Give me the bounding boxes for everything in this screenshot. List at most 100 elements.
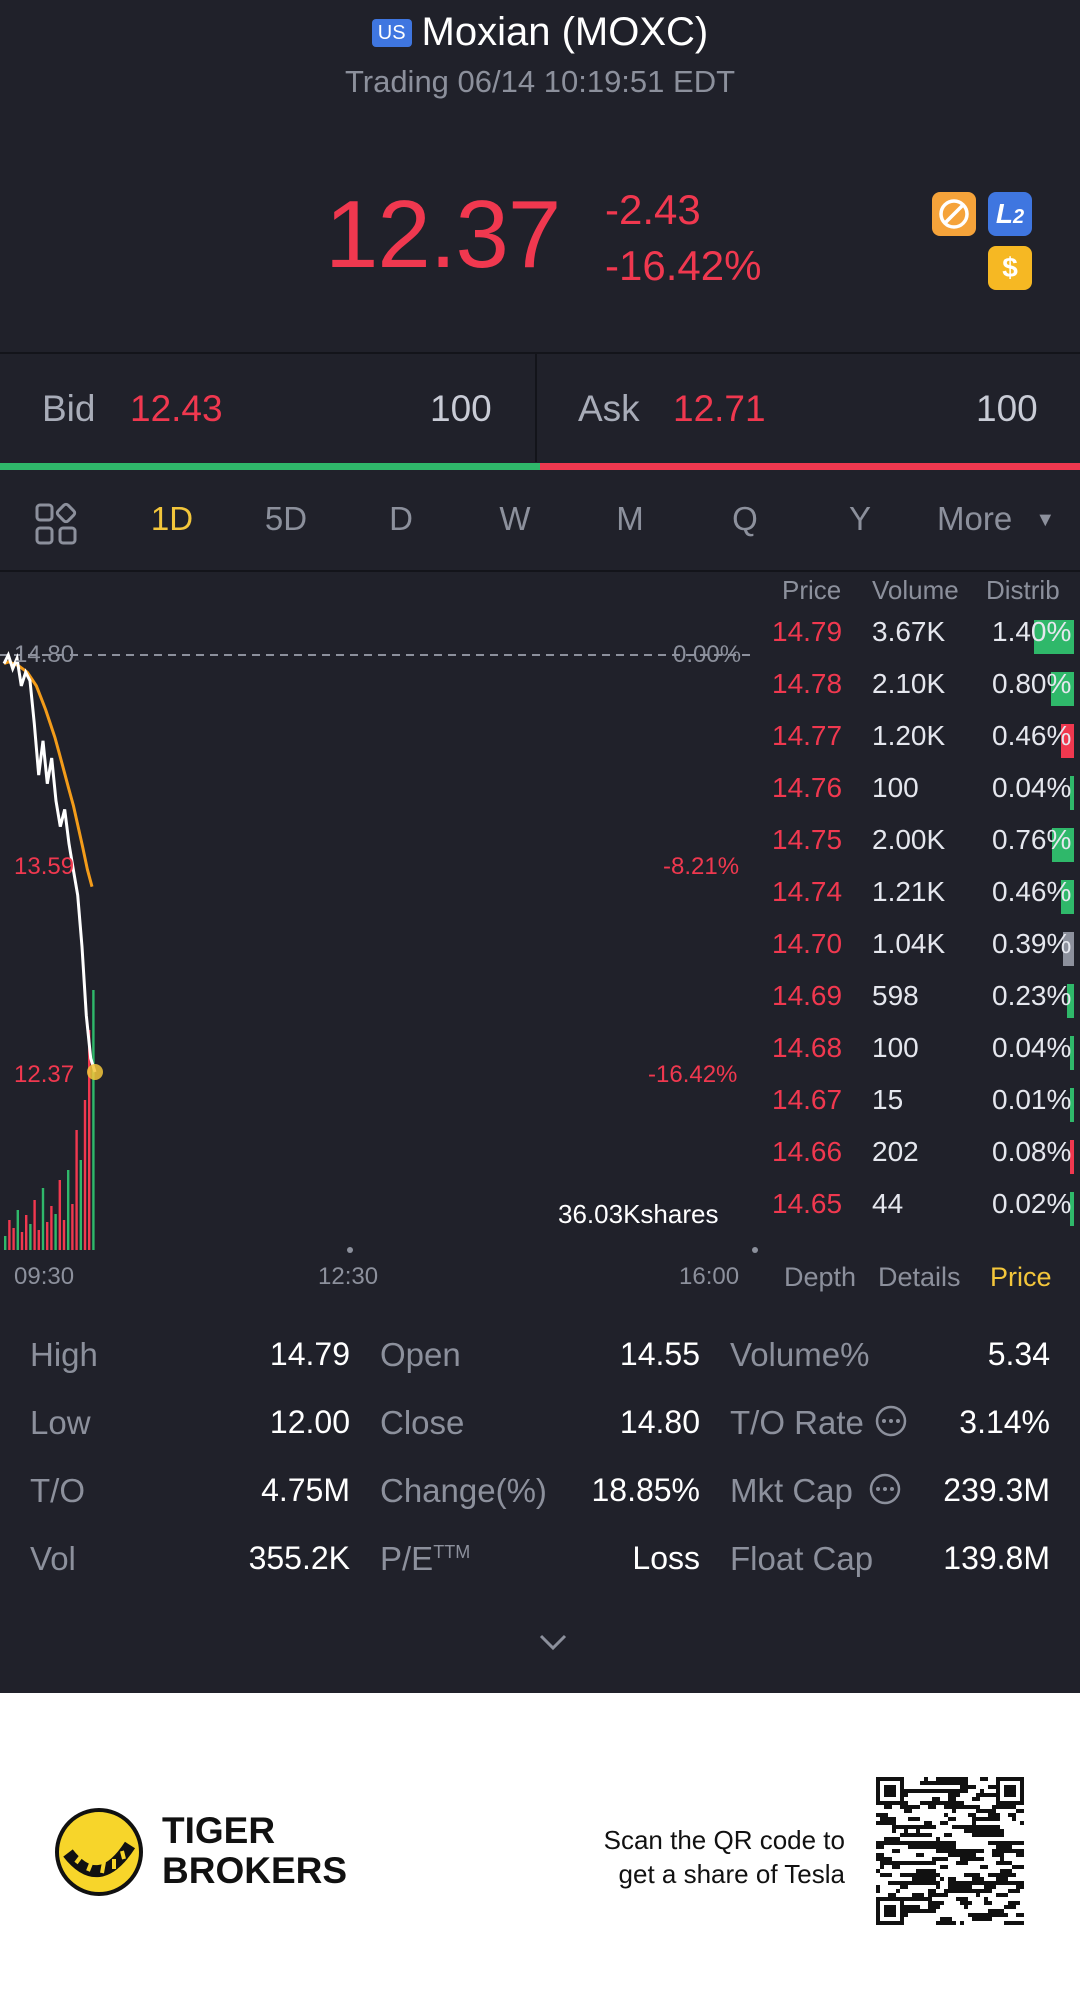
last-price-label: 12.37 [14, 1061, 75, 1088]
col-header-distrib: Distrib [986, 575, 1060, 605]
volume-bar [67, 1170, 70, 1250]
price-volume-table[interactable]: 14.79 3.67K 1.40% 14.78 2.10K 0.80% 14.77 1.20K… [770, 616, 1080, 1256]
change-pct-value: 18.85% [591, 1472, 700, 1508]
row-distrib: 0.01% [992, 1084, 1072, 1115]
row-distrib: 0.39% [992, 928, 1072, 959]
row-volume: 15 [872, 1084, 904, 1115]
price-row: 14.70 1.04K 0.39% [770, 928, 1080, 980]
intraday-chart[interactable]: 14.80 0.00% 13.59 -8.21% 12.37 -16.42% 3… [0, 575, 760, 1290]
col-header-price: Price [782, 575, 842, 605]
ask-size: 100 [976, 388, 1038, 429]
volume-bar [62, 1220, 66, 1250]
tab-1d[interactable]: 1D [150, 500, 194, 537]
level2-icon[interactable]: L2 [988, 192, 1032, 236]
subtab-price[interactable]: Price [990, 1262, 1052, 1292]
row-volume: 2.10K [872, 668, 946, 699]
turnover-rate-label-text: T/O Rate [730, 1404, 864, 1441]
tab-q[interactable]: Q [732, 500, 758, 537]
open-value: 14.55 [619, 1336, 700, 1372]
row-price: 14.67 [772, 1084, 843, 1115]
volume-bar [88, 1030, 91, 1250]
row-price: 14.76 [772, 772, 843, 803]
volume-bar [8, 1220, 11, 1250]
open-label: Open [380, 1336, 461, 1373]
turnover-value: 4.75M [261, 1472, 350, 1508]
time-label-mid: 12:30 [318, 1263, 379, 1290]
layout-grid-icon[interactable] [34, 502, 78, 551]
float-cap-label: Float Cap [730, 1540, 874, 1577]
volume-bar [54, 1214, 57, 1250]
bid-ratio-fill [0, 463, 540, 470]
volume-bar [75, 1130, 78, 1250]
price-row: 14.68 100 0.04% [770, 1032, 1080, 1084]
distrib-bar [1034, 620, 1074, 654]
row-distrib: 1.40% [992, 616, 1072, 647]
tab-d[interactable]: D [389, 500, 413, 537]
row-volume: 598 [872, 980, 919, 1011]
tab-y[interactable]: Y [848, 500, 871, 537]
row-volume: 1.04K [872, 928, 946, 959]
distrib-bar [1060, 880, 1074, 914]
dollar-icon[interactable]: $ [988, 246, 1032, 290]
bid-ask-panel: Bid 12.43 100 Ask 12.71 100 [0, 352, 1080, 462]
trading-status: Trading 06/14 10:19:51 EDT [344, 64, 736, 99]
tab-w[interactable]: W [499, 500, 531, 537]
volume-bar [20, 1232, 24, 1250]
volume-pct-value: 5.34 [987, 1336, 1050, 1372]
info-icon[interactable] [868, 1472, 902, 1511]
bid-price: 12.43 [130, 388, 223, 429]
distrib-bar [1060, 724, 1074, 758]
price-change: -2.43 [605, 186, 701, 233]
time-tick [752, 1247, 758, 1253]
turnover-rate-value: 3.14% [959, 1404, 1050, 1440]
tab-5d[interactable]: 5D [264, 500, 308, 537]
row-volume: 1.20K [872, 720, 946, 751]
volume-bar [37, 1230, 40, 1250]
volume-bar [92, 990, 95, 1250]
qr-code-icon[interactable] [876, 1777, 1024, 1930]
tiger-logo-icon [54, 1807, 144, 1902]
tab-more[interactable]: More ▼ [937, 500, 1055, 538]
row-volume: 100 [872, 772, 919, 803]
row-volume: 100 [872, 1032, 919, 1063]
row-volume: 3.67K [872, 616, 946, 647]
promo-line1: Scan the QR code to [603, 1825, 845, 1855]
row-volume: 2.00K [872, 824, 946, 855]
distrib-bar [1062, 932, 1074, 966]
expand-chevron-icon[interactable] [535, 1630, 571, 1659]
price-row: 14.66 202 0.08% [770, 1136, 1080, 1188]
volume-bar [12, 1228, 15, 1250]
distrib-bar [1052, 828, 1074, 862]
volume-bar [25, 1215, 28, 1250]
row-distrib: 0.46% [992, 720, 1072, 751]
bid-size: 100 [430, 388, 492, 429]
vol-label: Vol [30, 1540, 76, 1577]
price-row: 14.69 598 0.23% [770, 980, 1080, 1032]
distrib-bar [1070, 1140, 1074, 1174]
time-label-open: 09:30 [14, 1263, 75, 1290]
info-icon[interactable] [874, 1404, 908, 1443]
price-row: 14.77 1.20K 0.46% [770, 720, 1080, 772]
tab-m[interactable]: M [616, 500, 644, 537]
pe-value: Loss [632, 1540, 700, 1576]
row-distrib: 0.80% [992, 668, 1072, 699]
tab-more-label: More [937, 500, 1013, 537]
no-short-icon[interactable] [932, 192, 976, 236]
price-row: 14.76 100 0.04% [770, 772, 1080, 824]
row-price: 14.70 [772, 928, 843, 959]
brand-name: TIGER BROKERS [162, 1811, 347, 1891]
stock-name: Moxian (MOXC) [421, 10, 709, 54]
row-volume: 44 [872, 1188, 904, 1219]
subtab-depth[interactable]: Depth [784, 1262, 857, 1292]
promo-line2: get a share of Tesla [618, 1859, 845, 1889]
volume-bar [46, 1222, 49, 1250]
subtab-details[interactable]: Details [878, 1262, 961, 1292]
row-price: 14.68 [772, 1032, 843, 1063]
change-pct-label: Change(%) [380, 1472, 547, 1509]
brand-line2: BROKERS [162, 1850, 348, 1891]
volume-bar [79, 1160, 82, 1250]
row-volume: 202 [872, 1136, 919, 1167]
volume-label: 36.03Kshares [558, 1199, 719, 1229]
col-header-volume: Volume [872, 575, 959, 605]
row-price: 14.77 [772, 720, 843, 751]
